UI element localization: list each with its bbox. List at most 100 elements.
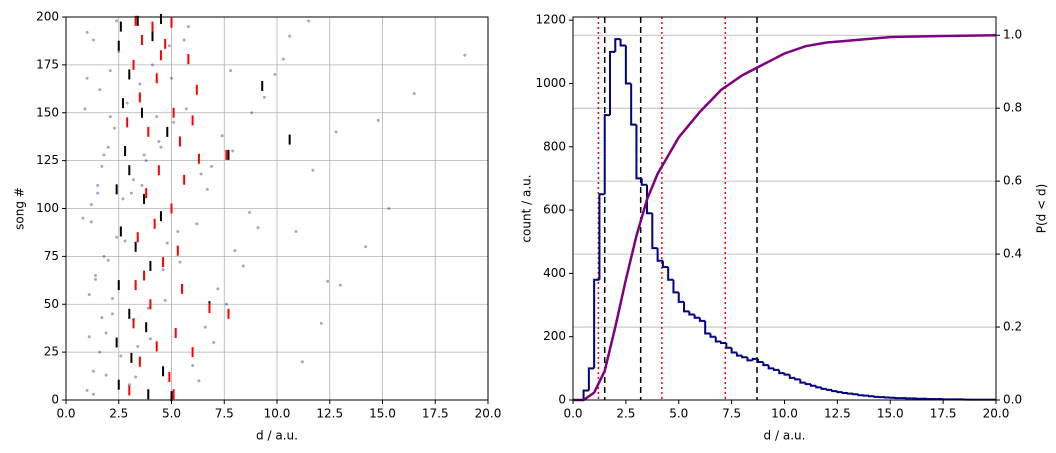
point [212,341,216,345]
point [319,321,323,325]
point [91,38,95,42]
histogram-step [873,395,880,398]
y-tick-label: 175 [36,57,59,71]
histogram-step [825,388,833,391]
point [85,76,89,80]
y-tick-label: 200 [543,329,566,343]
y-axis-label: count / a.u. [520,174,534,242]
point [106,145,110,149]
y-tick-label: 1000 [535,76,566,90]
point [140,184,144,188]
y2-tick-label: 1.0 [1003,28,1022,42]
point [83,107,87,111]
point [334,130,338,134]
y2-axis-label: P(d < d) [1035,184,1049,234]
point [155,115,159,119]
histogram-step [720,341,727,345]
point [125,101,129,105]
point [96,184,100,188]
point [110,297,114,301]
histogram-step [619,39,626,47]
histogram-step [841,392,848,395]
point [210,164,214,168]
histogram-step [646,184,653,215]
x-tick-label: 7.5 [215,407,234,421]
point [132,178,136,182]
point [191,364,195,368]
x-tick-label: 0.0 [56,407,75,421]
histogram-step [704,320,711,335]
x-tick-label: 10.0 [264,407,291,421]
y-tick-label: 25 [44,345,59,359]
x-tick-label: 10.0 [771,407,798,421]
point [110,312,114,316]
x-tick-label: 20.0 [475,407,502,421]
point [178,260,182,264]
cdf-line [573,33,997,402]
histogram-step [846,392,854,395]
y2-tick-label: 0.8 [1003,101,1022,115]
y-tick-label: 150 [36,105,59,119]
point [182,38,186,42]
y2-tick-label: 0.4 [1003,247,1022,261]
point [241,264,245,268]
point [108,115,112,119]
histogram-step [778,369,785,375]
histogram-step [788,374,796,379]
point [195,222,199,226]
y-axis-label: song # [13,187,27,230]
histogram-step [587,367,595,391]
point [91,392,95,396]
histogram-step [661,260,669,269]
point [288,34,292,38]
x-tick-label: 15.0 [369,407,396,421]
point [186,25,190,29]
point [159,145,163,149]
point [262,95,266,99]
histogram-step [614,38,621,52]
x-axis-label: d / a.u. [764,429,806,443]
histogram-step [656,248,663,262]
histogram-step [730,347,737,354]
x-tick-label: 20.0 [983,407,1010,421]
point [229,69,233,73]
point [91,369,95,373]
point [85,30,89,34]
histogram-step [836,391,843,394]
point [300,360,304,364]
point [94,277,98,281]
point [123,239,127,243]
histogram-step [741,355,748,359]
histogram-step [725,343,732,349]
point [157,139,161,143]
point [326,279,330,283]
point [104,373,108,377]
histogram-step [714,336,722,343]
histogram-step [735,352,743,357]
x-tick-label: 17.5 [930,407,957,421]
x-tick-label: 2.5 [109,407,128,421]
histogram-step [794,377,801,381]
y-tick-label: 800 [543,139,566,153]
x-tick-label: 12.5 [824,407,851,421]
point [100,164,104,168]
point [224,302,228,306]
histogram-step [630,83,637,126]
y-tick-label: 400 [543,266,566,280]
y-tick-label: 75 [44,249,59,263]
point [233,249,237,253]
point [256,226,260,230]
point [98,350,102,354]
point [102,153,106,157]
point [134,375,138,379]
point [163,298,167,302]
point [106,258,110,262]
point [142,153,146,157]
histogram-step [624,45,632,85]
y-tick-label: 200 [36,10,59,24]
point [113,126,117,130]
axes-frame [572,16,997,401]
point [115,235,119,239]
x-axis-label: d / a.u. [256,429,298,443]
histogram-step [598,193,605,280]
